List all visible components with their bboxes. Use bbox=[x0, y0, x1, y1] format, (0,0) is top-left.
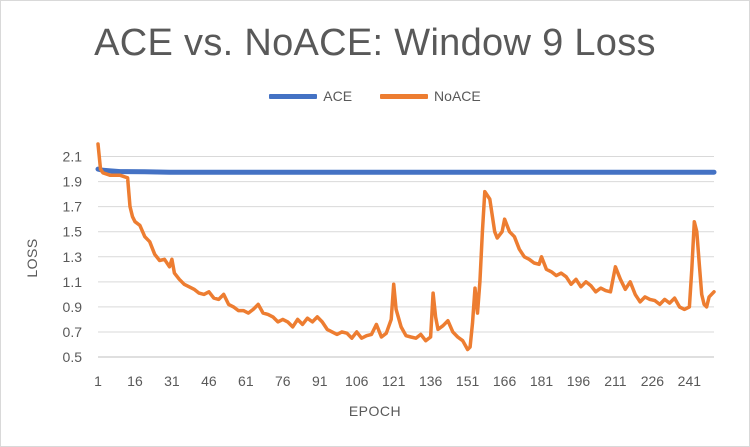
legend-swatch-ace bbox=[269, 93, 318, 99]
x-tick-label-16: 241 bbox=[678, 373, 702, 389]
y-tick-label-6: 1.7 bbox=[63, 199, 83, 215]
y-tick-label-8: 2.1 bbox=[63, 149, 83, 165]
chart-title: ACE vs. NoACE: Window 9 Loss bbox=[94, 22, 656, 64]
x-tick-label-9: 136 bbox=[419, 373, 443, 389]
x-tick-label-2: 31 bbox=[164, 373, 180, 389]
legend-swatch-noace bbox=[380, 93, 429, 99]
y-tick-label-7: 1.9 bbox=[63, 174, 83, 190]
x-tick-label-0: 1 bbox=[94, 373, 102, 389]
legend-item-ace: ACE bbox=[269, 88, 352, 104]
x-tick-label-11: 166 bbox=[493, 373, 517, 389]
x-tick-label-4: 61 bbox=[238, 373, 254, 389]
y-tick-label-1: 0.7 bbox=[63, 324, 83, 340]
legend-label-ace: ACE bbox=[323, 88, 353, 104]
legend-label-noace: NoACE bbox=[434, 88, 481, 104]
x-tick-label-10: 151 bbox=[456, 373, 480, 389]
y-tick-label-5: 1.5 bbox=[63, 224, 83, 240]
x-tick-label-8: 121 bbox=[382, 373, 406, 389]
x-axis-label: EPOCH bbox=[348, 403, 402, 419]
x-tick-label-14: 211 bbox=[604, 373, 627, 389]
series-line-noace bbox=[96, 142, 716, 352]
y-tick-label-4: 1.3 bbox=[63, 249, 83, 265]
y-tick-label-2: 0.9 bbox=[63, 299, 83, 315]
x-tick-label-12: 181 bbox=[530, 373, 554, 389]
x-tick-label-1: 16 bbox=[127, 373, 143, 389]
x-tick-label-5: 76 bbox=[275, 373, 291, 389]
y-tick-label-0: 0.5 bbox=[63, 349, 83, 365]
x-tick-label-6: 91 bbox=[312, 373, 328, 389]
series-line-ace bbox=[95, 166, 717, 175]
x-tick-label-13: 196 bbox=[567, 373, 591, 389]
y-tick-label-3: 1.1 bbox=[63, 274, 83, 290]
x-tick-label-3: 46 bbox=[201, 373, 217, 389]
x-tick-label-7: 106 bbox=[345, 373, 369, 389]
x-tick-label-15: 226 bbox=[641, 373, 665, 389]
legend: ACE NoACE bbox=[0, 88, 750, 104]
legend-item-noace: NoACE bbox=[380, 88, 481, 104]
